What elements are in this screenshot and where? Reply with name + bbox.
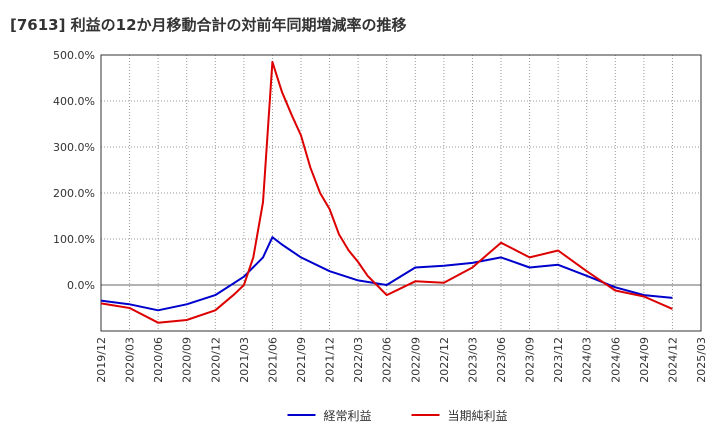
series-lines [100, 60, 673, 324]
y-tick-label: 200.0% [53, 187, 95, 200]
legend: 経常利益 当期純利益 [287, 409, 508, 423]
x-tick-label: 2021/06 [266, 337, 279, 383]
x-tick-label: 2024/06 [609, 337, 622, 383]
legend-label: 当期純利益 [448, 409, 508, 423]
y-tick-label: 100.0% [53, 233, 95, 246]
series-line [100, 236, 673, 312]
x-tick-label: 2023/06 [495, 337, 508, 383]
x-tick-label: 2025/03 [695, 337, 708, 383]
plot-frame [100, 54, 702, 332]
x-tick-label: 2021/12 [324, 337, 337, 383]
x-tick-label: 2019/12 [95, 337, 108, 383]
x-tick-label: 2024/03 [581, 337, 594, 383]
legend-label: 経常利益 [324, 409, 372, 423]
x-tick-label: 2023/09 [524, 337, 537, 383]
x-tick-label: 2023/12 [552, 337, 565, 383]
grid [100, 54, 702, 331]
y-tick-label: 0.0% [67, 279, 95, 292]
x-tick-label: 2022/09 [409, 337, 422, 383]
y-tick-label: 400.0% [53, 95, 95, 108]
y-tick-label: 300.0% [53, 141, 95, 154]
axes: 0.0% 100.0% 200.0% 300.0% 400.0% 500.0% 2019/1… [53, 49, 708, 383]
x-tick-label: 2024/09 [638, 337, 651, 383]
x-tick-label: 2024/12 [666, 337, 679, 383]
x-tick-label: 2022/06 [381, 337, 394, 383]
series-line [100, 60, 673, 324]
x-tick-label: 2021/03 [238, 337, 251, 383]
x-tick-label: 2020/03 [124, 337, 137, 383]
x-tick-label: 2023/03 [466, 337, 479, 383]
x-tick-label: 2022/03 [352, 337, 365, 383]
x-tick-label: 2022/12 [438, 337, 451, 383]
x-tick-label: 2020/12 [209, 337, 222, 383]
x-tick-label: 2020/06 [152, 337, 165, 383]
y-tick-label: 500.0% [53, 49, 95, 62]
x-tick-label: 2021/09 [295, 337, 308, 383]
x-tick-label: 2020/09 [181, 337, 194, 383]
chart-title: [7613] 利益の12か月移動合計の対前年同期増減率の推移 [10, 16, 407, 34]
